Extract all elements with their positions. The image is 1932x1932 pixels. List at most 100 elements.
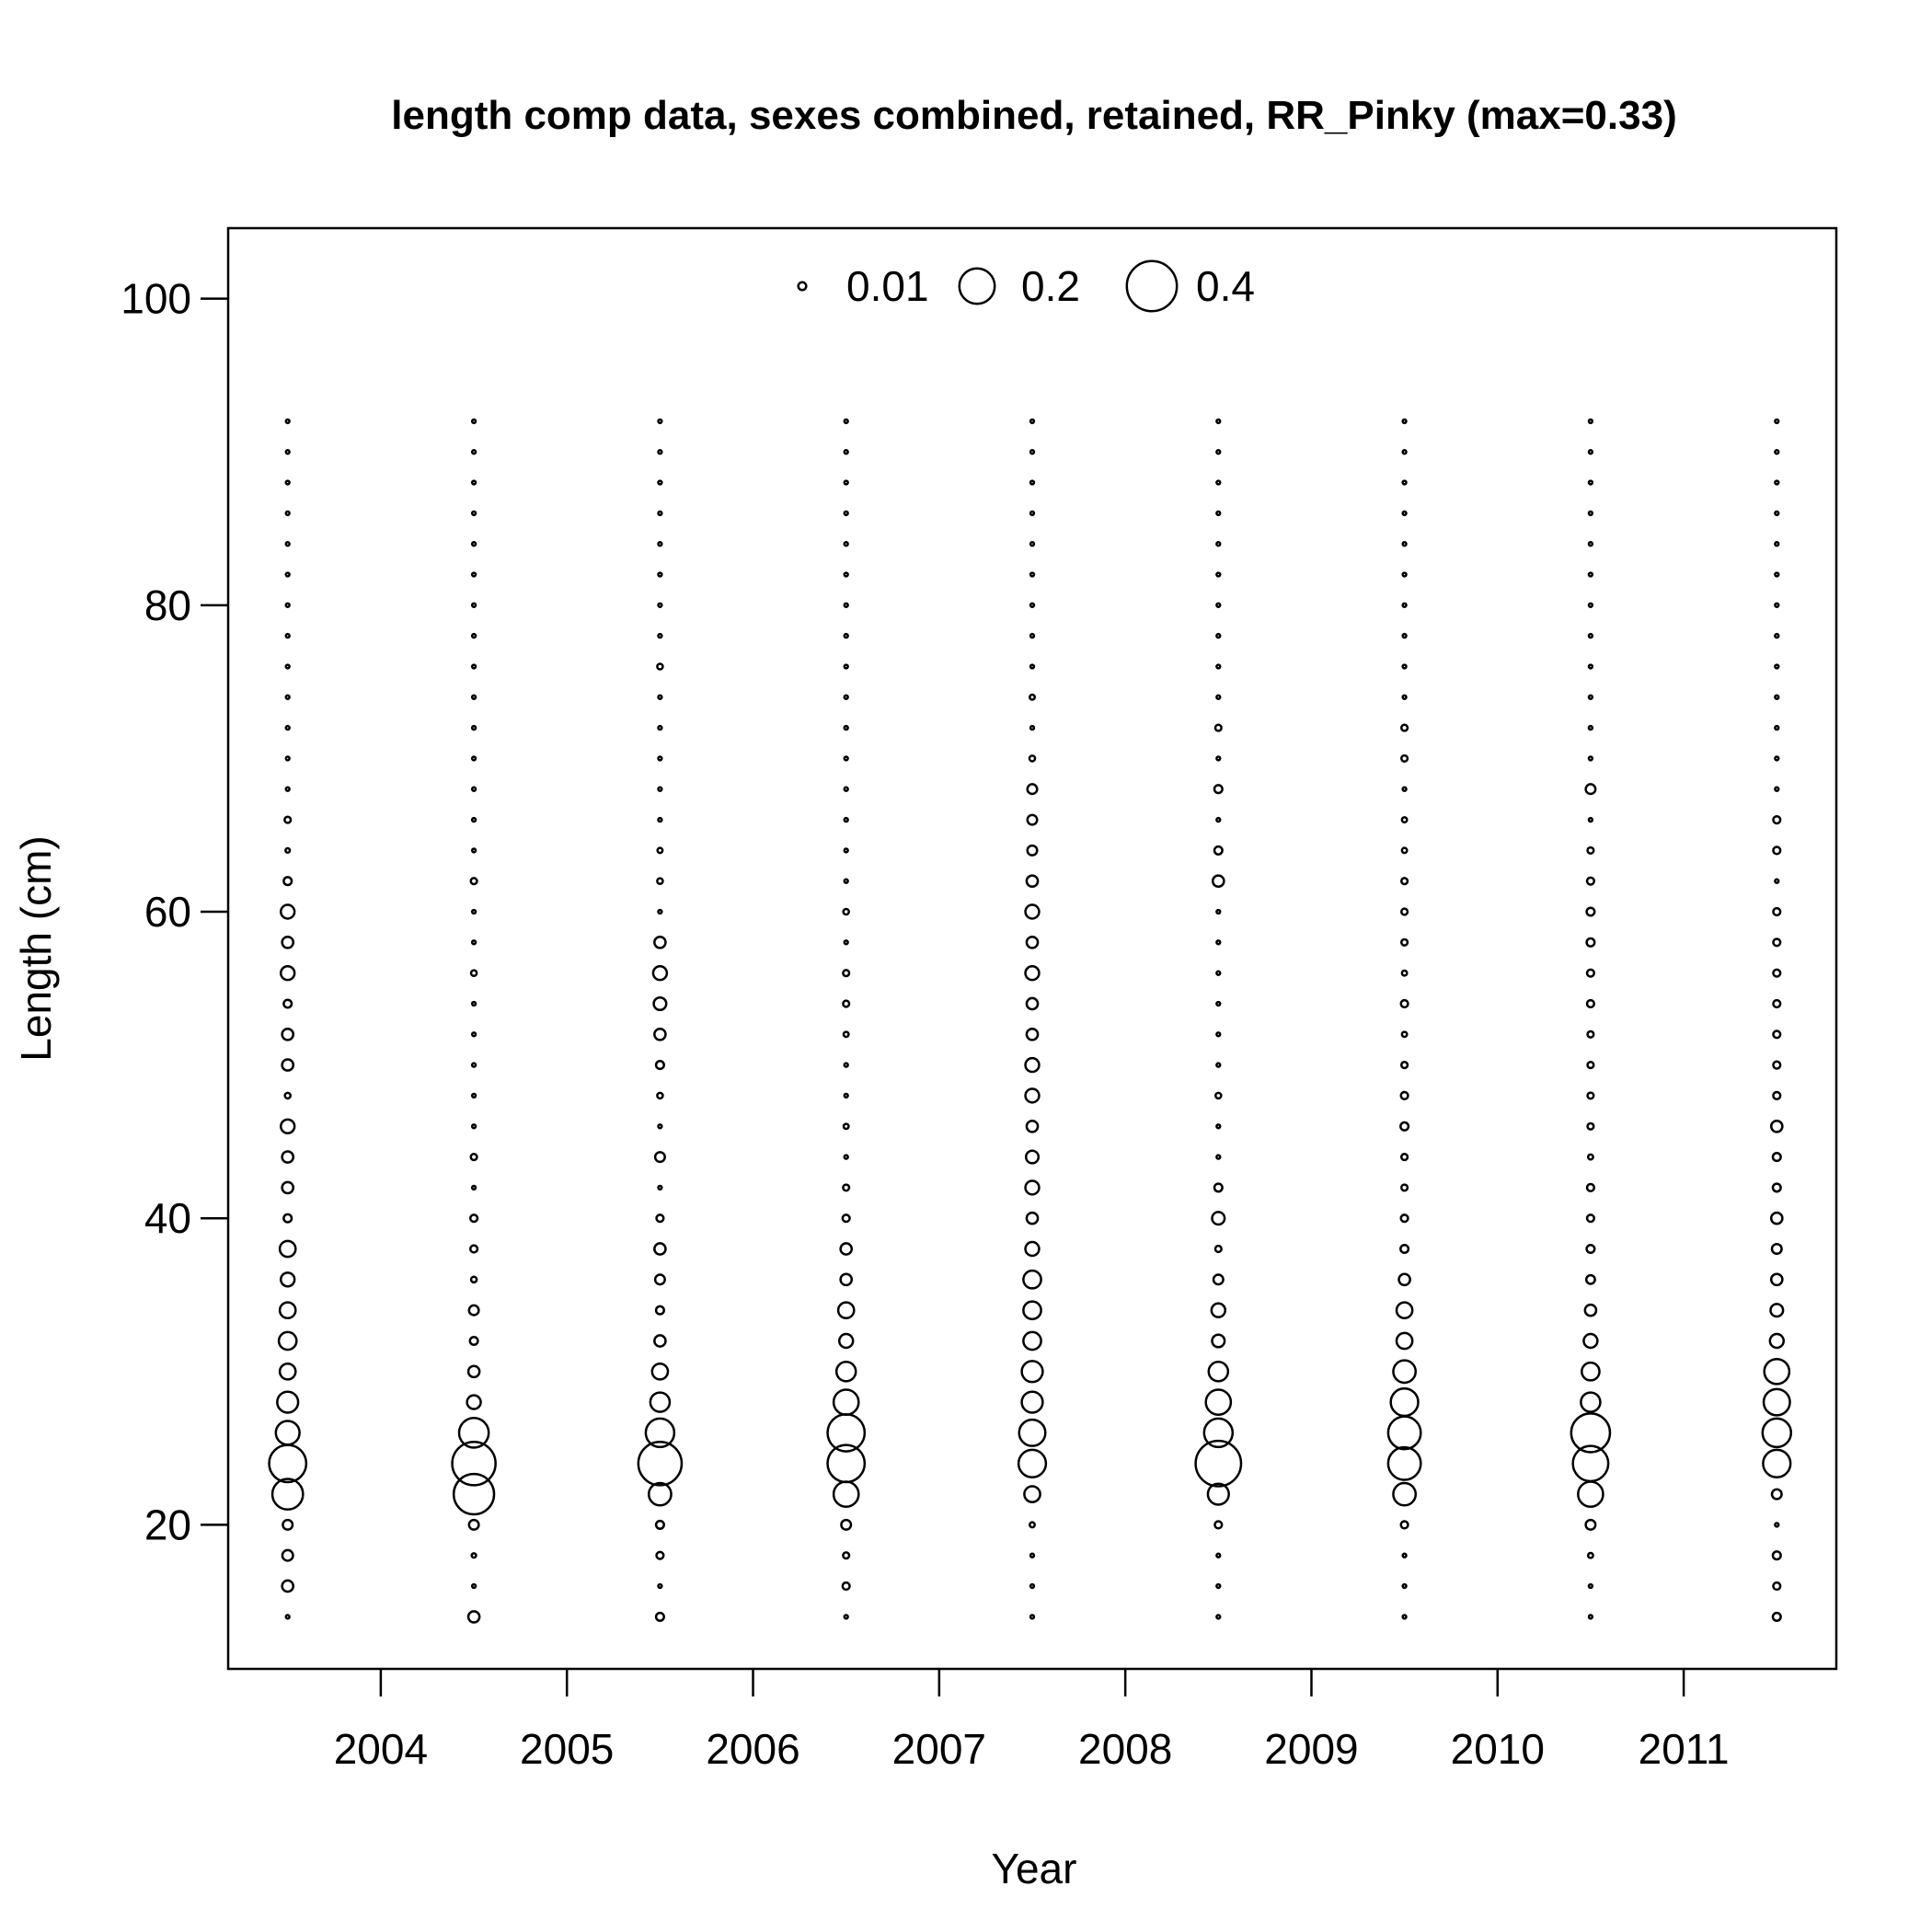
bubble [283, 815, 293, 824]
bubble [657, 694, 663, 700]
bubble [1772, 845, 1782, 856]
bubble [657, 418, 663, 425]
bubble [656, 662, 664, 671]
bubble [452, 1472, 496, 1516]
x-tick-label: 2005 [520, 1725, 614, 1773]
bubble [281, 1180, 295, 1195]
bubble [1586, 1121, 1595, 1131]
bubble [1571, 1444, 1610, 1483]
bubble [466, 1610, 481, 1624]
x-tick-label: 2009 [1264, 1725, 1358, 1773]
bubble [284, 479, 291, 486]
bubble [1215, 632, 1222, 639]
bubble [826, 1443, 867, 1484]
bubble [1211, 1211, 1226, 1226]
bubble [1399, 1090, 1409, 1101]
bubble [470, 1031, 477, 1038]
bubble [843, 1092, 849, 1099]
bubble [1397, 1272, 1411, 1287]
bubble [657, 724, 663, 731]
bubble [657, 449, 663, 455]
bubble [1586, 1029, 1595, 1039]
bubble [1024, 1179, 1041, 1196]
bubble [842, 969, 851, 978]
bubble [1392, 1481, 1418, 1507]
bubble [654, 1519, 665, 1530]
bubble [470, 908, 477, 915]
bubble [1586, 1153, 1594, 1161]
bubble [1215, 510, 1222, 517]
bubble [1771, 1152, 1782, 1163]
bubble [1386, 1445, 1422, 1481]
bubble [843, 1614, 849, 1620]
bubble [1587, 510, 1594, 517]
bubble [1769, 1303, 1785, 1318]
bubble [653, 935, 667, 949]
bubble [1587, 755, 1594, 762]
x-tick-label: 2006 [706, 1725, 799, 1773]
bubble [1774, 418, 1780, 425]
bubble [1401, 694, 1408, 700]
bubble [1585, 968, 1596, 978]
bubble [1772, 998, 1782, 1009]
bubble [1213, 1520, 1224, 1530]
bubble [1215, 1062, 1222, 1068]
legend-label: 0.01 [846, 262, 929, 310]
bubble [1400, 723, 1409, 732]
bubble [470, 479, 477, 486]
bubble [1400, 1030, 1409, 1039]
bubble [470, 1000, 477, 1007]
bubble [1769, 1211, 1784, 1225]
bubble [470, 847, 477, 854]
bubble [1400, 937, 1409, 947]
y-tick-label: 60 [144, 888, 191, 936]
bubble [842, 999, 851, 1008]
bubble [1401, 786, 1408, 792]
bubble [1772, 1581, 1782, 1592]
bubble [1213, 1244, 1223, 1254]
bubble [1400, 877, 1409, 886]
bubble [832, 1388, 860, 1416]
bubble [468, 1335, 479, 1347]
y-axis: 20 40 60 80 100 [121, 275, 228, 1548]
bubble [839, 1242, 854, 1256]
bubble [657, 816, 663, 823]
bubble [470, 602, 477, 608]
bubble [1213, 723, 1223, 732]
bubble [1024, 903, 1041, 920]
bubble [1029, 693, 1036, 701]
bubble [1026, 844, 1039, 857]
bubble [1215, 449, 1222, 455]
bubble [280, 1118, 296, 1135]
bubble [653, 1242, 667, 1256]
bubble [838, 1332, 855, 1350]
bubble [1400, 846, 1409, 855]
bubble [1587, 1614, 1594, 1620]
bubble [1211, 1333, 1226, 1349]
bubble [1400, 1183, 1409, 1192]
bubble [284, 786, 291, 792]
bubble [657, 1184, 663, 1191]
bubble [470, 510, 477, 517]
bubble [1774, 510, 1780, 517]
bubble [843, 724, 849, 731]
bubble [1017, 1448, 1048, 1478]
bubble [1583, 1303, 1598, 1317]
bubble [655, 1550, 665, 1560]
bubble [841, 1213, 851, 1224]
bubble [1207, 1361, 1230, 1383]
bubble [1029, 1582, 1036, 1590]
bubble [1215, 1031, 1222, 1038]
bubble [656, 877, 664, 885]
bubble [842, 1183, 851, 1192]
bubble [1587, 541, 1594, 547]
bubble [284, 510, 291, 517]
bubble [1206, 1482, 1230, 1506]
bubble [1399, 1243, 1410, 1255]
bubble [1772, 906, 1782, 917]
bubble [1769, 1119, 1784, 1133]
bubble [637, 1441, 684, 1487]
bubble [1772, 1060, 1782, 1070]
bubble [839, 1272, 854, 1287]
